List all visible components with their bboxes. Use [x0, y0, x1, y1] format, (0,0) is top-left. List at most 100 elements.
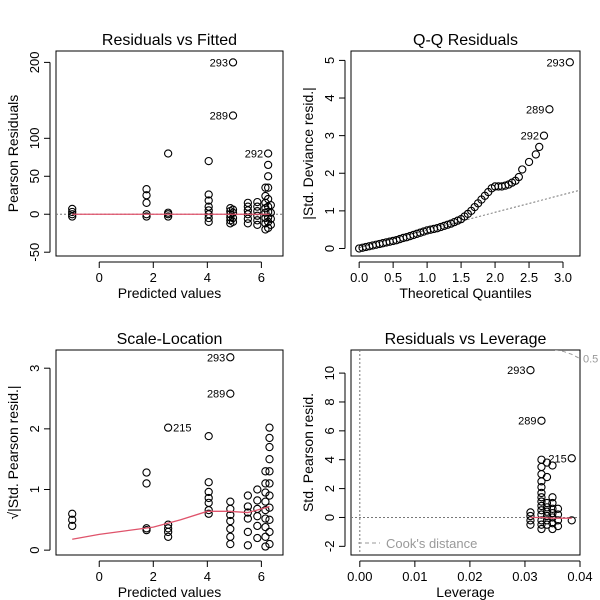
qq-residuals-x-axis-label: Theoretical Quantiles [399, 285, 531, 301]
scale-location-point [265, 515, 274, 524]
residuals-vs-leverage-point [537, 520, 546, 529]
residuals-vs-leverage-y-axis-label: Std. Pearson resid. [300, 393, 316, 512]
qq-residuals-plot-area [355, 58, 580, 253]
qq-residuals-point [524, 157, 534, 167]
qq-residuals-point-label: 289 [526, 104, 544, 116]
scale-location-point [226, 539, 235, 549]
qq-residuals-title: Q-Q Residuals [413, 32, 518, 49]
scale-location-point [261, 514, 270, 523]
scale-location-point [142, 468, 151, 477]
qq-residuals-panel: Q-Q Residuals 0.0 0.5 1.0 1.5 2.0 2.5 3.0 0 1 2 3 4 5… [300, 32, 581, 301]
residuals-vs-fitted-point [228, 208, 238, 217]
residuals-vs-leverage-point [537, 416, 546, 425]
residuals-vs-fitted-point [263, 160, 273, 170]
qq-residuals-x-tick-label: 3.0 [554, 270, 572, 285]
qq-residuals-x-tick-label: 1.0 [418, 270, 436, 285]
residuals-vs-leverage-point [526, 516, 535, 525]
residuals-vs-leverage-point [553, 516, 563, 525]
residuals-vs-leverage-point [548, 493, 557, 502]
scale-location-point [226, 353, 235, 362]
residuals-vs-fitted-y-tick-label: -50 [27, 243, 42, 262]
scale-location-point [142, 479, 151, 488]
qq-residuals-x-tick-label: 0.5 [384, 270, 402, 285]
qq-residuals-point [545, 105, 554, 114]
residuals-vs-leverage-x-tick-label: 0.03 [512, 569, 537, 584]
residuals-vs-leverage-frame [350, 349, 581, 556]
residuals-vs-leverage-point [526, 508, 535, 517]
scale-location-point [261, 497, 270, 506]
scale-location-point [265, 442, 274, 452]
residuals-vs-leverage-y-tick-label: -2 [322, 541, 337, 553]
residuals-vs-fitted-point [261, 183, 270, 192]
residuals-vs-leverage-y-tick-label: 10 [322, 366, 337, 380]
scale-location-point [68, 515, 77, 524]
residuals-vs-fitted-y-tick-label: 200 [27, 52, 42, 74]
scale-location-point [204, 487, 213, 497]
residuals-vs-fitted-x-tick-label: 4 [204, 270, 211, 285]
residuals-vs-leverage-x-axis-label: Leverage [436, 584, 495, 600]
scale-location-point [243, 491, 253, 500]
residuals-vs-leverage-x-tick-label: 0.02 [457, 569, 482, 584]
residuals-vs-leverage-x-tick-label: 0.00 [347, 569, 372, 584]
residuals-vs-leverage-panel: Residuals vs Leverage 0.00 0.01 0.02 0.03 0.0… [300, 331, 598, 600]
scale-location-point [204, 509, 213, 518]
scale-location-point [226, 524, 235, 534]
residuals-vs-leverage-point [537, 493, 546, 502]
residuals-vs-leverage-point [537, 488, 546, 498]
qq-residuals-y-tick-label: 4 [322, 94, 337, 101]
residuals-vs-fitted-point [228, 205, 238, 214]
scale-location-point [261, 542, 270, 551]
residuals-vs-leverage-point [526, 511, 535, 521]
qq-residuals-y-tick-label: 1 [322, 207, 337, 214]
scale-location-x-tick-label: 0 [96, 569, 103, 584]
qq-residuals-point [518, 165, 527, 174]
residuals-vs-leverage-point [548, 498, 557, 508]
scale-location-point-label: 289 [207, 389, 225, 401]
residuals-vs-leverage-point-label: 293 [507, 365, 525, 377]
scale-location-point [261, 522, 270, 532]
qq-residuals-x-tick-label: 1.5 [452, 270, 470, 285]
scale-location-point [265, 491, 274, 500]
residuals-vs-fitted-x-tick-label: 0 [96, 270, 103, 285]
scale-location-smooth-line [72, 505, 270, 540]
qq-residuals-y-axis-label: |Std. Deviance resid.| [300, 87, 316, 220]
qq-residuals-point [514, 172, 523, 182]
scale-location-point [261, 505, 270, 515]
residuals-vs-fitted-point [263, 172, 273, 181]
scale-location-x-axis-label: Predicted values [118, 584, 222, 600]
scale-location-y-tick-label: 0 [27, 547, 42, 554]
residuals-vs-leverage-y-tick-label: 2 [322, 485, 337, 492]
scale-location-point [265, 527, 274, 537]
qq-residuals-y-tick-label: 0 [322, 245, 337, 252]
residuals-vs-leverage-cooks-contour-label: 0.5 [583, 354, 598, 366]
residuals-vs-leverage-point [542, 520, 552, 529]
residuals-vs-fitted-point-label: 293 [210, 57, 228, 69]
scale-location-x-tick-label: 6 [258, 569, 265, 584]
residuals-vs-leverage-smooth-line [530, 516, 572, 519]
residuals-vs-leverage-point [526, 520, 535, 529]
scale-location-y-tick-label: 2 [27, 425, 42, 432]
scale-location-point [226, 516, 235, 526]
scale-location-point [204, 431, 213, 441]
residuals-vs-fitted-point [204, 196, 213, 205]
residuals-vs-fitted-point [253, 220, 262, 230]
residuals-vs-leverage-point [537, 497, 546, 506]
residuals-vs-leverage-title: Residuals vs Leverage [385, 331, 547, 348]
residuals-vs-fitted-point [142, 191, 151, 200]
residuals-vs-leverage-point [537, 482, 546, 492]
residuals-vs-fitted-point [243, 202, 253, 211]
scale-location-point [253, 533, 262, 543]
residuals-vs-fitted-plot-area [56, 58, 283, 234]
qq-residuals-point [535, 142, 544, 152]
residuals-vs-leverage-point [567, 454, 576, 463]
residuals-vs-fitted-point-label: 292 [245, 149, 263, 161]
residuals-vs-fitted-point [243, 198, 253, 208]
residuals-vs-leverage-point [553, 504, 563, 513]
residuals-vs-leverage-y-tick-label: 6 [322, 427, 337, 434]
residuals-vs-leverage-point [526, 366, 535, 375]
residuals-vs-leverage-legend-label: Cook's distance [386, 536, 477, 551]
residuals-vs-fitted-point [204, 202, 213, 211]
scale-location-point [261, 532, 270, 541]
